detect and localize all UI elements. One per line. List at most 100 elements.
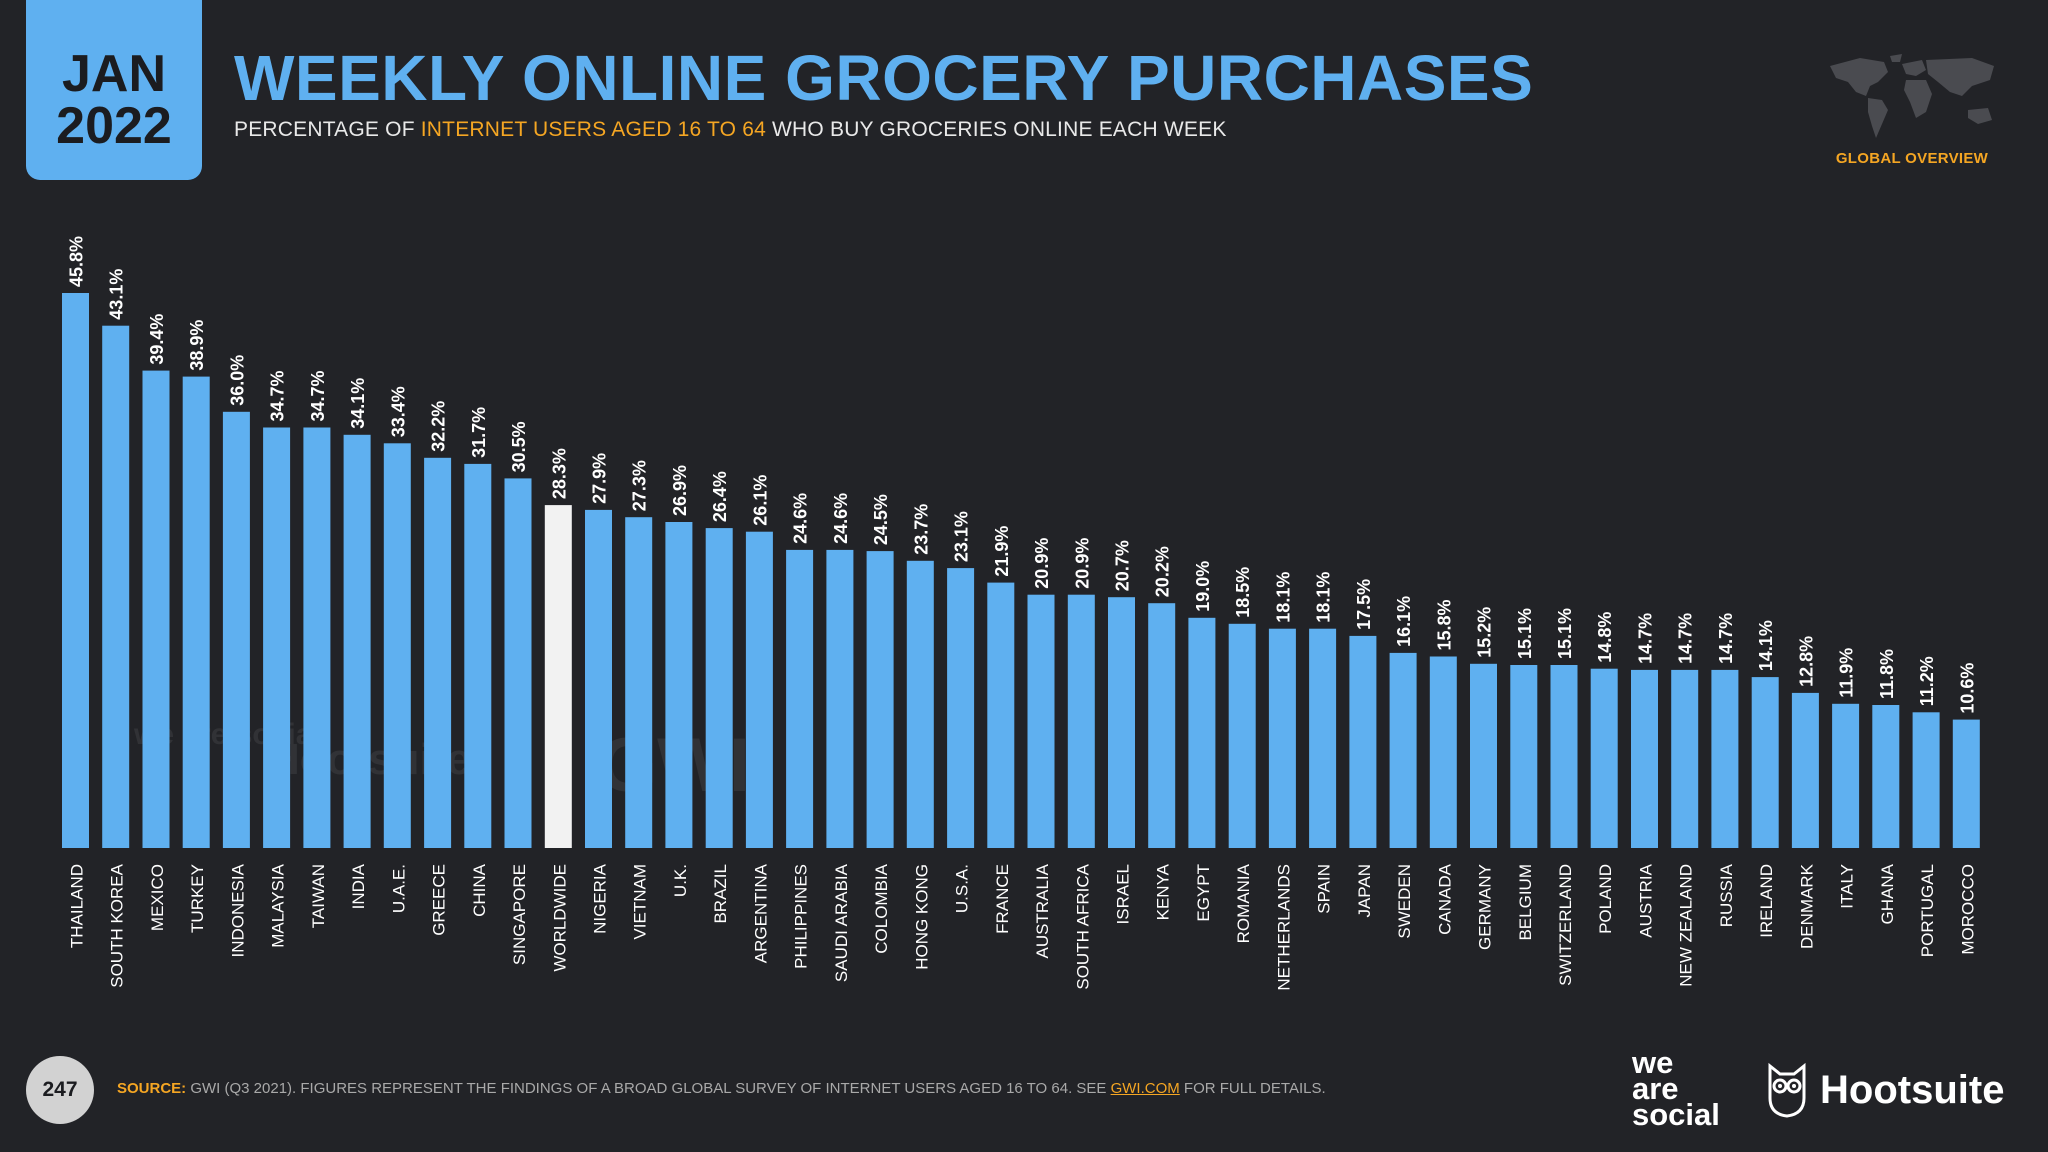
- hootsuite-logo: Hootsuite: [1766, 1060, 2004, 1120]
- bar-saudi-arabia: [826, 549, 854, 848]
- category-label: ROMANIA: [1234, 863, 1253, 943]
- value-label: 20.9%: [1072, 538, 1092, 589]
- bar-india: [343, 434, 371, 848]
- bar-france: [987, 582, 1015, 848]
- bar-south-africa: [1067, 594, 1095, 848]
- category-label: SWEDEN: [1395, 864, 1414, 939]
- bar-u-a-e: [383, 443, 411, 848]
- logo-line-are: are: [1632, 1071, 1679, 1106]
- source-link[interactable]: GWI.COM: [1110, 1080, 1180, 1097]
- value-label: 21.9%: [992, 526, 1012, 577]
- value-label: 23.7%: [911, 504, 931, 555]
- bar-nigeria: [585, 509, 612, 848]
- category-label: FRANCE: [993, 864, 1012, 934]
- category-label: SWITZERLAND: [1556, 864, 1575, 986]
- value-label: 15.2%: [1475, 607, 1495, 658]
- value-label: 24.6%: [791, 493, 811, 544]
- bar-colombia: [866, 551, 894, 848]
- bar-austria: [1631, 669, 1658, 848]
- bar-china: [464, 463, 492, 848]
- category-label: ARGENTINA: [751, 863, 770, 963]
- value-label: 36.0%: [227, 355, 247, 406]
- bar-ireland: [1751, 677, 1779, 848]
- value-label: 14.7%: [1676, 613, 1696, 664]
- value-label: 24.6%: [831, 493, 851, 544]
- source-note: SOURCE: GWI (Q3 2021). FIGURES REPRESENT…: [117, 1080, 1326, 1097]
- page-number: 247: [26, 1056, 94, 1124]
- bar-spain: [1309, 628, 1337, 848]
- date-badge: JAN 2022: [26, 0, 202, 180]
- value-label: 39.4%: [147, 314, 167, 365]
- bar-vietnam: [625, 517, 653, 848]
- bar-poland: [1590, 668, 1618, 848]
- category-label: MOROCCO: [1958, 864, 1977, 955]
- category-label: NEW ZEALAND: [1677, 864, 1696, 987]
- category-label: INDIA: [349, 863, 368, 909]
- bar-malaysia: [263, 427, 291, 848]
- bar-new-zealand: [1671, 669, 1699, 848]
- category-label: BELGIUM: [1516, 864, 1535, 941]
- bar-greece: [424, 457, 452, 848]
- category-label: POLAND: [1596, 864, 1615, 934]
- category-label: WORLDWIDE: [550, 864, 569, 972]
- bar-taiwan: [303, 427, 331, 848]
- value-label: 34.7%: [308, 370, 328, 421]
- value-label: 28.3%: [549, 448, 569, 499]
- category-label: GERMANY: [1476, 864, 1495, 950]
- page-title: WEEKLY ONLINE GROCERY PURCHASES: [234, 42, 1534, 114]
- bar-kenya: [1148, 603, 1176, 848]
- category-label: BRAZIL: [711, 864, 730, 924]
- category-label: PORTUGAL: [1918, 864, 1937, 957]
- category-label: KENYA: [1154, 863, 1173, 920]
- value-label: 38.9%: [187, 320, 207, 371]
- bar-netherlands: [1268, 628, 1296, 848]
- bar-portugal: [1912, 712, 1940, 848]
- category-label: COLOMBIA: [872, 863, 891, 953]
- badge-month: JAN: [61, 45, 167, 103]
- logo-line-social: social: [1632, 1097, 1720, 1132]
- category-label: VIETNAM: [631, 864, 650, 940]
- value-label: 43.1%: [107, 269, 127, 320]
- value-label: 12.8%: [1796, 636, 1816, 687]
- category-label: AUSTRIA: [1637, 863, 1656, 937]
- value-label: 15.8%: [1434, 599, 1454, 650]
- bar-morocco: [1952, 719, 1980, 848]
- value-label: 11.8%: [1877, 649, 1897, 699]
- badge-year: 2022: [56, 97, 172, 155]
- value-label: 20.9%: [1032, 538, 1052, 589]
- subtitle-prefix: PERCENTAGE OF: [234, 118, 421, 141]
- value-label: 18.1%: [1314, 572, 1334, 623]
- category-label: ISRAEL: [1114, 864, 1133, 924]
- category-label: AUSTRALIA: [1033, 863, 1052, 958]
- bar-italy: [1832, 703, 1860, 848]
- value-label: 11.9%: [1837, 648, 1857, 698]
- value-label: 15.1%: [1515, 608, 1535, 659]
- bar-south-korea: [102, 325, 130, 848]
- value-label: 14.8%: [1595, 612, 1615, 663]
- value-label: 11.2%: [1917, 656, 1937, 706]
- value-label: 34.7%: [268, 370, 288, 421]
- value-label: 26.1%: [750, 475, 770, 526]
- value-label: 24.5%: [871, 494, 891, 545]
- bar-singapore: [504, 478, 532, 848]
- category-label: SINGAPORE: [510, 864, 529, 965]
- bar-u-s-a: [947, 568, 975, 848]
- bar-romania: [1228, 623, 1256, 848]
- global-overview-label: GLOBAL OVERVIEW: [1835, 150, 1989, 167]
- source-label: SOURCE:: [117, 1080, 187, 1097]
- category-label: TAIWAN: [309, 864, 328, 928]
- category-label: IRELAND: [1757, 864, 1776, 938]
- value-label: 31.7%: [469, 407, 489, 458]
- category-label: NIGERIA: [591, 863, 610, 934]
- value-label: 27.9%: [590, 453, 610, 504]
- we-are-social-logo: we are social: [1632, 1047, 1720, 1132]
- bar-worldwide: [544, 505, 572, 848]
- category-label: CANADA: [1435, 863, 1454, 935]
- source-tail: FOR FULL DETAILS.: [1179, 1080, 1326, 1097]
- value-label: 27.3%: [630, 460, 650, 511]
- subtitle: PERCENTAGE OF INTERNET USERS AGED 16 TO …: [234, 118, 1227, 142]
- hootsuite-wordmark: Hootsuite: [1820, 1067, 2005, 1112]
- value-label: 10.6%: [1957, 663, 1977, 714]
- value-label: 26.9%: [670, 465, 690, 516]
- bar-turkey: [182, 376, 210, 848]
